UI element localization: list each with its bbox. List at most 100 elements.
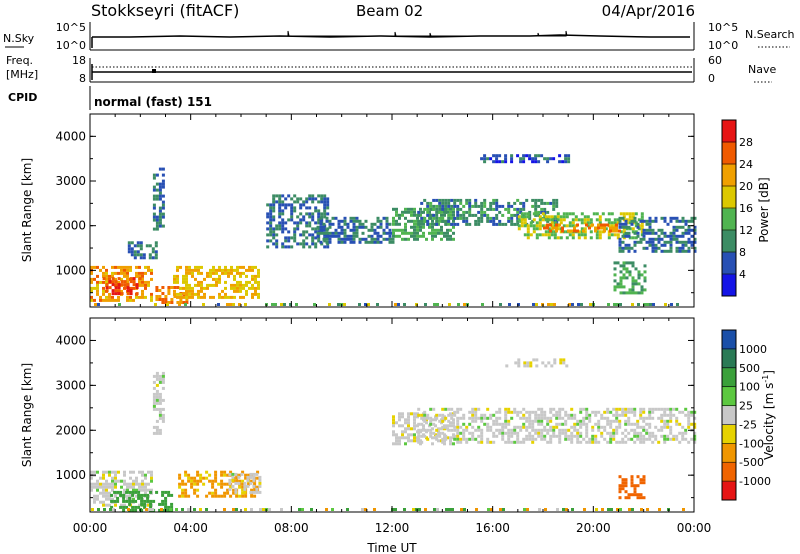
velocity-cell xyxy=(603,428,607,432)
power-cell xyxy=(523,212,527,216)
velocity-colorbar-tick-label: 1000 xyxy=(739,343,767,356)
power-cell xyxy=(404,210,407,214)
velocity-cell xyxy=(540,434,544,438)
velocity-cell xyxy=(250,488,254,492)
velocity-cell xyxy=(226,488,230,492)
velocity-cell xyxy=(129,470,132,474)
power-cell xyxy=(154,253,158,257)
power-cell xyxy=(179,298,183,301)
power-cell xyxy=(325,231,329,235)
velocity-cell xyxy=(645,422,649,426)
velocity-ground-cell xyxy=(199,508,202,511)
cpid-mode: normal (fast) 151 xyxy=(94,95,212,109)
velocity-ground-cell xyxy=(445,508,448,511)
velocity-cell xyxy=(558,440,562,444)
power-cell xyxy=(616,261,620,265)
power-cell xyxy=(637,273,641,277)
power-cell xyxy=(133,244,137,248)
velocity-cell xyxy=(108,494,111,498)
velocity-cell xyxy=(155,398,159,402)
power-cell xyxy=(185,271,188,275)
power-cell xyxy=(621,222,625,226)
power-cell xyxy=(465,219,469,223)
power-cell xyxy=(631,230,635,234)
velocity-cell xyxy=(135,488,138,492)
power-cell xyxy=(618,222,622,226)
power-cell xyxy=(603,229,606,233)
velocity-cell xyxy=(519,410,523,414)
velocity-cell xyxy=(158,431,162,435)
power-cell xyxy=(158,206,162,210)
velocity-cell xyxy=(672,413,676,417)
velocity-cell xyxy=(690,410,694,414)
power-cell xyxy=(534,154,538,158)
power-cell xyxy=(93,265,96,269)
velocity-cell xyxy=(480,434,484,438)
velocity-cell xyxy=(483,422,487,426)
velocity-ground-cell xyxy=(628,508,631,511)
power-cell xyxy=(547,233,551,237)
velocity-cell xyxy=(134,508,138,512)
power-cell xyxy=(510,160,514,164)
velocity-cell xyxy=(196,473,200,477)
velocity-cell xyxy=(102,494,105,498)
velocity-cell xyxy=(444,425,448,429)
power-cell xyxy=(239,265,242,269)
velocity-cell xyxy=(645,431,649,435)
velocity-cell xyxy=(633,413,637,417)
velocity-cell xyxy=(129,485,132,489)
power-cell xyxy=(631,227,635,231)
power-cell xyxy=(141,283,144,287)
velocity-cell xyxy=(150,473,153,477)
power-cell xyxy=(150,295,153,299)
power-cell xyxy=(314,230,318,234)
power-cell xyxy=(498,222,502,226)
power-cell xyxy=(316,225,320,229)
power-cell xyxy=(687,249,691,253)
velocity-cell xyxy=(141,488,144,492)
power-cell xyxy=(382,228,386,232)
power-cell xyxy=(573,226,576,230)
velocity-cell xyxy=(606,431,610,435)
velocity-cell xyxy=(102,503,105,507)
power-cell xyxy=(537,154,541,158)
power-cell xyxy=(622,267,626,271)
power-cell xyxy=(675,216,679,220)
velocity-cell xyxy=(504,425,508,429)
noise-right-label: N.Search xyxy=(745,28,795,41)
power-cell xyxy=(690,243,694,247)
power-cell xyxy=(501,160,505,164)
velocity-cell xyxy=(579,407,583,411)
power-cell xyxy=(308,221,312,225)
power-cell xyxy=(215,280,218,284)
velocity-cell xyxy=(113,490,117,494)
power-cell xyxy=(133,256,137,260)
power-cell xyxy=(401,228,404,232)
power-cell xyxy=(663,219,667,223)
power-cell xyxy=(660,237,664,241)
velocity-cell xyxy=(633,440,637,444)
velocity-cell xyxy=(567,416,571,420)
power-cell xyxy=(245,274,248,278)
velocity-cell xyxy=(642,440,646,444)
power-cell xyxy=(305,197,309,201)
power-cell xyxy=(155,197,159,201)
velocity-cell xyxy=(471,434,475,438)
power-cell xyxy=(179,292,182,296)
velocity-cell xyxy=(108,491,111,495)
power-cell xyxy=(453,222,457,226)
cpid-label: CPID xyxy=(8,91,37,104)
velocity-cell xyxy=(407,418,410,422)
velocity-cell xyxy=(606,416,610,420)
power-cell xyxy=(465,210,469,214)
power-cell xyxy=(544,218,548,222)
velocity-cell xyxy=(588,416,592,420)
power-cell xyxy=(155,182,159,186)
velocity-cell xyxy=(642,419,646,423)
time-tick-label: 16:00 xyxy=(475,521,510,535)
velocity-cell xyxy=(164,499,168,503)
velocity-cell xyxy=(199,473,203,477)
power-cell xyxy=(594,226,597,230)
velocity-cell xyxy=(612,434,616,438)
velocity-cell xyxy=(214,470,218,474)
